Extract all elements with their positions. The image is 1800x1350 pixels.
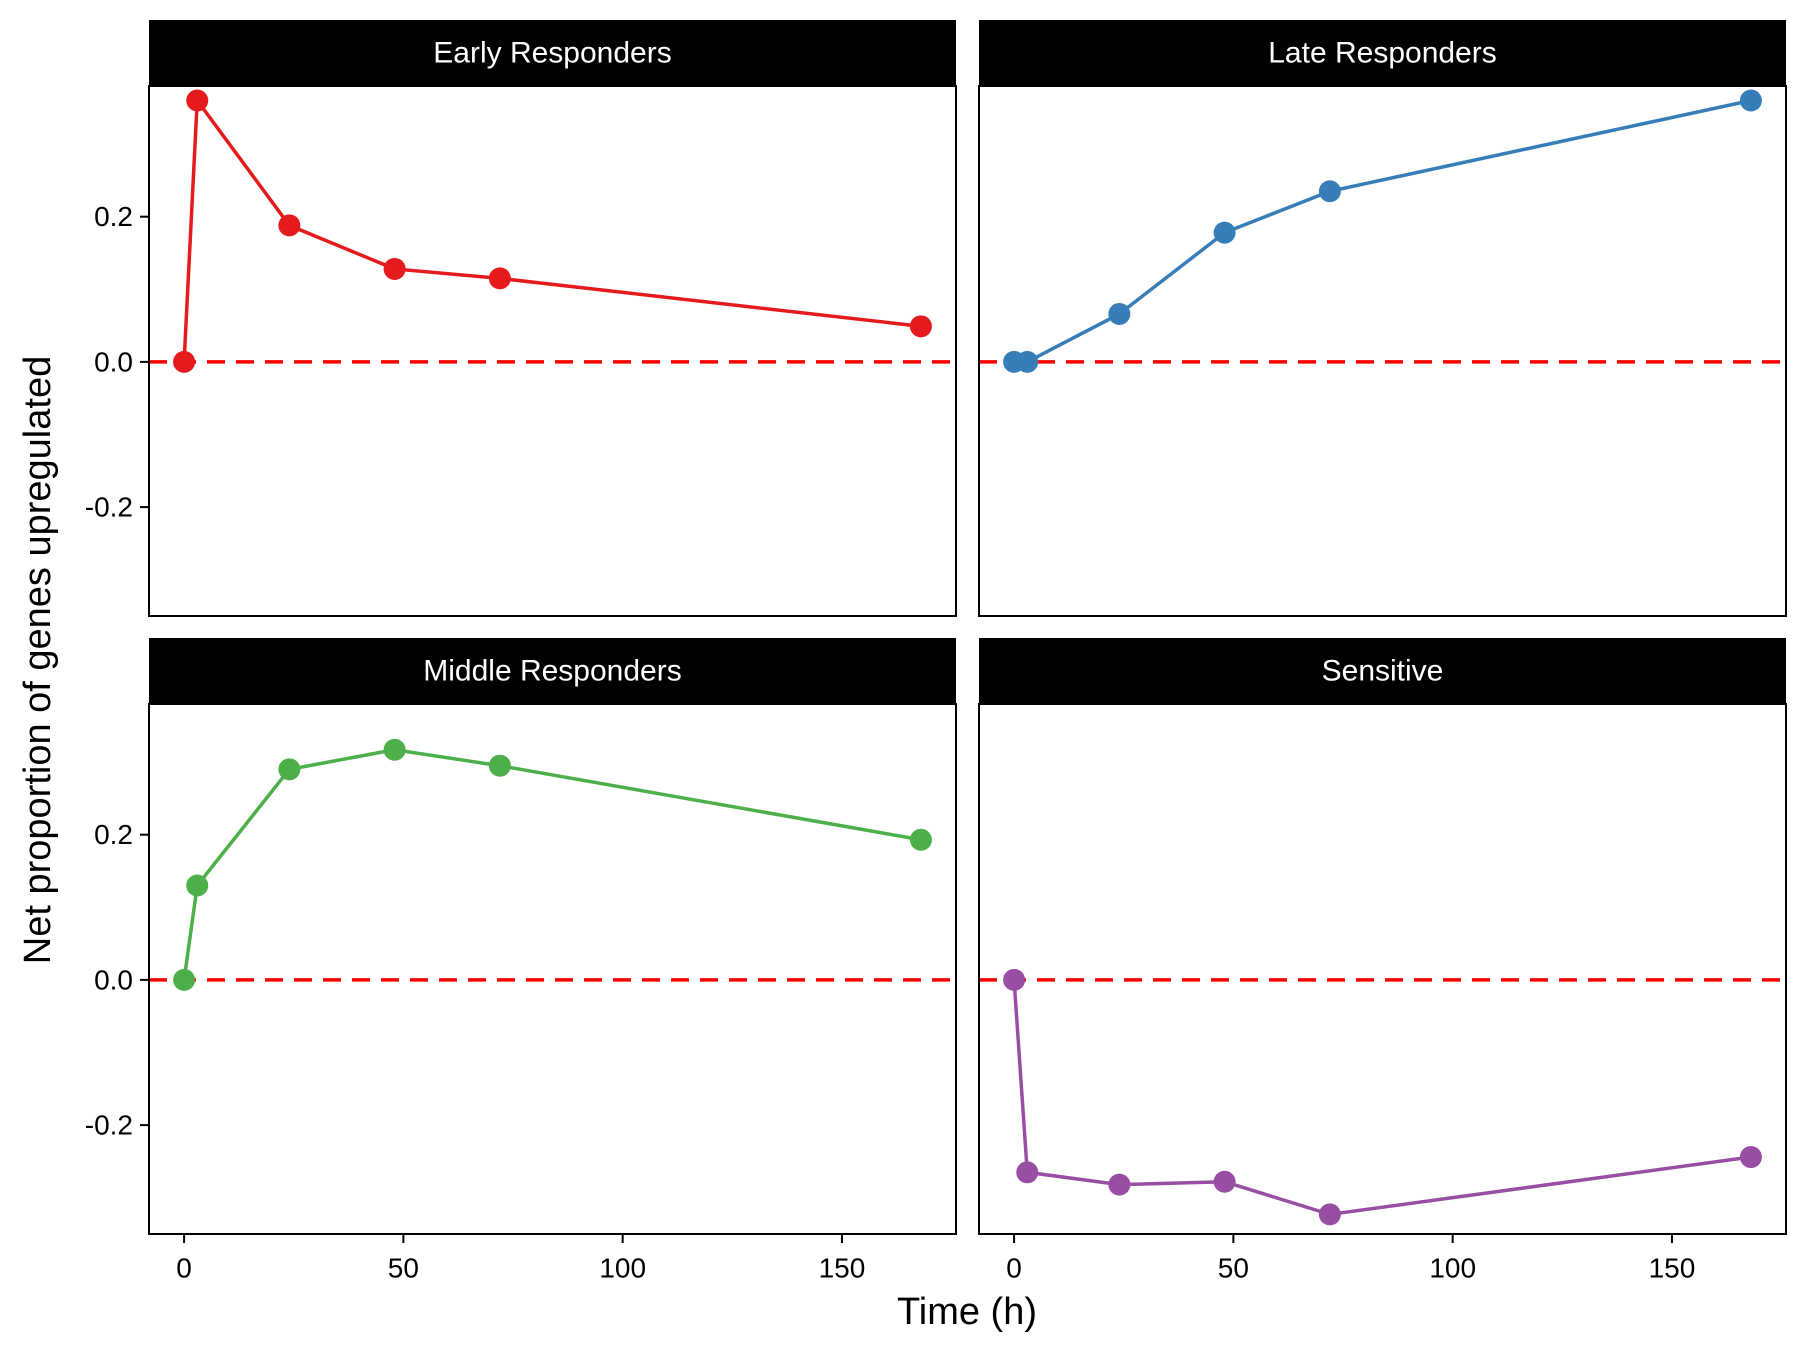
data-point — [278, 214, 301, 237]
panel-early-responders: Early Responders — [148, 20, 957, 617]
panel-title: Sensitive — [1322, 655, 1444, 688]
panel-title: Middle Responders — [423, 655, 681, 688]
panel-strip — [149, 20, 956, 86]
x-tick-label: 0 — [1006, 1253, 1022, 1284]
data-point — [1003, 968, 1026, 991]
data-point — [173, 350, 196, 373]
data-point — [1016, 1161, 1039, 1184]
x-axis-left-column: 0 50 100 150 — [176, 1234, 865, 1284]
panel-border — [978, 85, 1787, 617]
data-point — [186, 874, 209, 897]
panel-border — [148, 85, 957, 617]
panel-middle-responders: Middle Responders — [148, 638, 957, 1235]
data-point — [1318, 180, 1341, 203]
x-tick-label: 150 — [819, 1253, 866, 1284]
y-tick-label: 0.2 — [94, 819, 133, 850]
panel-strip — [149, 638, 956, 704]
data-point — [909, 828, 932, 851]
data-point — [1739, 1146, 1762, 1169]
series-line — [182, 747, 922, 981]
data-point — [383, 257, 406, 280]
panel-late-responders: Late Responders — [978, 20, 1787, 617]
data-point — [1213, 221, 1236, 244]
data-point — [1108, 1173, 1131, 1196]
data-point — [488, 754, 511, 777]
panel-strip — [979, 638, 1786, 704]
series-line — [182, 95, 922, 362]
plot-area — [978, 85, 1787, 617]
x-tick-label: 50 — [388, 1253, 419, 1284]
x-axis-right-column: 0 50 100 150 — [1006, 1234, 1695, 1284]
panel-title: Early Responders — [433, 37, 671, 70]
data-point — [278, 758, 301, 781]
x-tick-label: 50 — [1218, 1253, 1249, 1284]
x-tick-label: 150 — [1649, 1253, 1696, 1284]
x-tick-label: 100 — [599, 1253, 646, 1284]
x-axis-title: Time (h) — [897, 1291, 1037, 1333]
panel-border — [978, 703, 1787, 1235]
panel-title: Late Responders — [1268, 37, 1497, 70]
y-tick-label: 0.0 — [94, 346, 133, 377]
y-tick-label: 0.0 — [94, 964, 133, 995]
y-tick-label: -0.2 — [85, 1110, 133, 1141]
x-tick-label: 100 — [1429, 1253, 1476, 1284]
y-axis-title: Net proportion of genes upregulated — [17, 356, 59, 964]
plot-area — [978, 703, 1787, 1235]
y-tick-label: -0.2 — [85, 492, 133, 523]
data-point — [1108, 302, 1131, 325]
y-axis-bottom-row: -0.2 0.0 0.2 — [85, 819, 149, 1141]
plot-area — [148, 703, 957, 1235]
data-point — [488, 267, 511, 290]
x-tick-label: 0 — [176, 1253, 192, 1284]
data-point — [186, 89, 209, 112]
data-point — [1318, 1203, 1341, 1226]
series-line — [1012, 979, 1752, 1217]
data-point — [1739, 89, 1762, 112]
panel-border — [148, 703, 957, 1235]
data-point — [173, 968, 196, 991]
data-point — [909, 315, 932, 338]
data-point — [1213, 1170, 1236, 1193]
data-point — [1016, 350, 1039, 373]
panel-sensitive: Sensitive — [978, 638, 1787, 1235]
y-tick-label: 0.2 — [94, 201, 133, 232]
plot-area — [148, 85, 957, 617]
panel-strip — [979, 20, 1786, 86]
y-axis-top-row: -0.2 0.0 0.2 — [85, 201, 149, 523]
data-point — [383, 738, 406, 761]
